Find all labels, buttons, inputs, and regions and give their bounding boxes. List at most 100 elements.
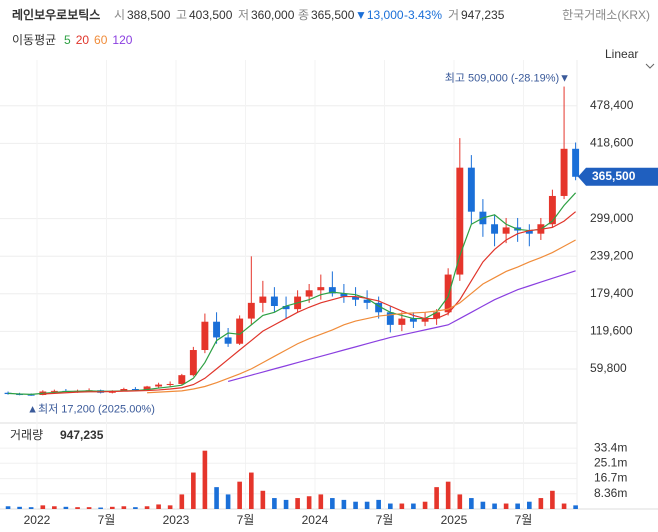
candle-body [305,290,313,297]
scale-chevron [645,63,655,69]
candle-body [456,167,464,275]
volume-label: 거 [448,8,459,22]
x-tick-label: 2022 [24,513,51,527]
volume-bar [40,505,46,509]
max-annotation: 최고 509,000 (-28.19%)▼ [445,71,570,84]
close-label: 종 [298,8,309,22]
legend-title: 이동평균 [12,33,56,47]
volume-current: 947,235 [60,428,104,442]
volume-bar [492,503,497,509]
candle-body [247,302,255,319]
volume-bar [75,507,80,509]
volume-bar [121,506,127,509]
min-annotation: ▲최저 17,200 (2025.00%) [27,403,155,416]
volume-bar [388,503,393,509]
moving-average-line [227,270,576,383]
close-value: 365,500 [311,8,355,22]
x-tick-label: 7월 [98,513,116,527]
x-tick-label: 2025 [441,513,468,527]
x-tick-label: 2023 [163,513,190,527]
volume-bar [330,498,335,509]
moving-average-line [147,239,576,394]
volume-bar [17,506,22,509]
volume-bar [445,481,451,509]
volume-bar [341,499,347,509]
volume-bar [179,494,185,509]
volume-bar [353,501,358,509]
volume-bar [306,496,312,509]
candle-body [386,312,394,325]
candle-body [282,305,290,310]
volume-bar [202,450,208,509]
volume-bar [260,490,266,509]
volume-bar [225,494,231,509]
volume-bar [480,501,486,509]
y-tick-label: 8.36m [594,486,627,500]
volume-bar [63,506,69,509]
low-label: 저 [238,8,249,22]
volume-bar [527,501,532,509]
candle-body [340,293,348,297]
candle-body [352,296,360,300]
volume-bar [237,481,242,509]
candle-body [236,318,244,344]
last-price-tag [578,167,658,186]
candle-body [131,389,139,391]
volume-bar [364,501,370,509]
volume-bar [503,503,509,509]
candle-body [201,321,209,351]
y-tick-label: 239,200 [590,248,634,262]
volume-bar [515,503,520,509]
candle-body [27,394,35,396]
candle-body [491,224,499,234]
x-tick-label: 2024 [302,513,329,527]
open-value: 388,500 [127,8,171,22]
volume-bar [214,487,219,509]
volume-bar [133,507,138,509]
candle-body [363,299,371,303]
volume-bar [538,498,544,509]
candle-body [444,274,452,313]
candle-body [375,302,383,313]
candle-body [433,312,441,319]
legend-entry: 20 [76,33,90,47]
legend-entry: 5 [64,33,71,47]
volume-bar [469,498,474,509]
volume-value: 947,235 [461,8,505,22]
candle-body [178,375,186,384]
candle-body [166,383,174,385]
volume-bar [28,507,34,509]
candle-body [328,287,336,294]
change: ▼13,000 [355,8,404,22]
scale-selector[interactable]: Linear [605,47,638,61]
y-tick-label: 299,000 [590,211,634,225]
candle-body [120,389,128,391]
volume-bar [283,499,289,509]
volume-bar [191,472,196,509]
candle-body [259,296,267,303]
volume-bar [167,505,173,509]
last-price-label: 365,500 [592,169,636,183]
exchange: 한국거래소(KRX) [562,8,650,22]
x-tick-label: 7월 [515,513,533,527]
volume-bar [434,487,439,509]
candle-body [270,296,278,306]
candle-body [213,321,221,338]
candle-body [224,337,232,344]
candle-body [572,148,580,177]
y-tick-label: 179,400 [590,286,634,300]
low-value: 360,000 [251,8,295,22]
volume-bar [272,498,277,509]
volume-title: 거래량 [10,428,43,442]
y-tick-label: 478,400 [590,98,634,112]
volume-bar [411,503,416,509]
volume-bar [144,506,150,509]
volume-bar [86,507,92,509]
candle-body [409,318,417,322]
candle-body [560,148,568,196]
y-tick-label: 25.1m [594,455,627,469]
y-tick-label: 418,600 [590,136,634,150]
volume-bar [550,490,555,509]
moving-average-line [42,211,576,395]
